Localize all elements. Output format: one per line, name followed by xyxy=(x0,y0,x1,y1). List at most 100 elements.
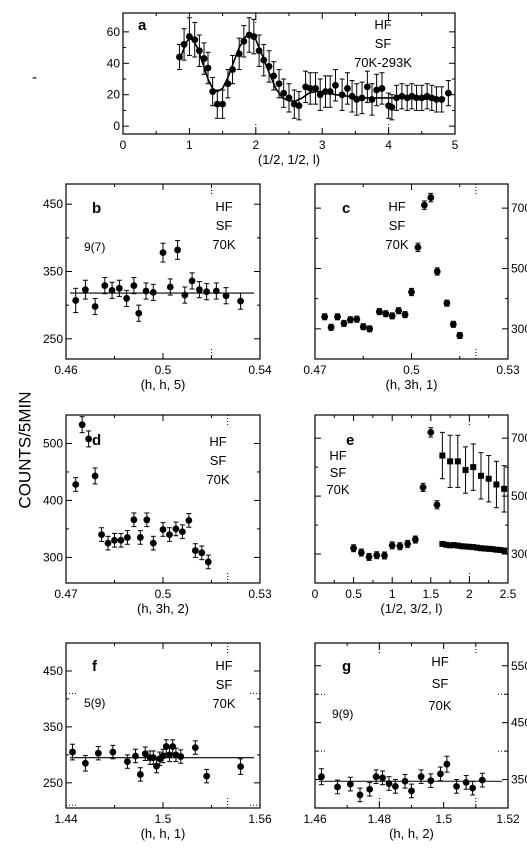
data-point xyxy=(85,435,93,443)
panel-annotation: HF xyxy=(215,658,232,673)
data-point xyxy=(117,536,125,544)
data-point xyxy=(285,94,293,102)
y-tick-label: 350 xyxy=(43,720,63,734)
data-point xyxy=(453,782,460,790)
data-point xyxy=(104,539,112,547)
data-point xyxy=(427,777,435,785)
panel-annotation: 70K xyxy=(212,696,235,711)
data-square xyxy=(450,542,457,549)
data-point xyxy=(456,332,464,339)
data-point xyxy=(237,297,245,305)
y-tick-label: 0 xyxy=(113,119,120,133)
data-point xyxy=(358,94,366,102)
data-point xyxy=(375,308,383,316)
data-point xyxy=(443,299,451,307)
data-square xyxy=(466,543,473,550)
y-axis-label: COUNTS/5MIN xyxy=(15,391,34,508)
x-tick-label: 1.52 xyxy=(496,812,520,826)
data-point xyxy=(72,481,80,488)
data-square xyxy=(454,458,461,465)
data-point xyxy=(209,88,217,95)
data-point xyxy=(312,85,319,92)
x-tick-label: 1.5 xyxy=(435,812,452,826)
y-tick-label: 60 xyxy=(107,25,121,39)
data-square xyxy=(447,458,454,465)
data-square xyxy=(439,452,446,459)
data-square xyxy=(493,546,500,553)
data-point xyxy=(381,552,388,559)
data-square xyxy=(501,485,508,492)
data-point xyxy=(318,773,325,781)
data-point xyxy=(357,549,365,556)
data-point xyxy=(203,772,211,780)
data-point xyxy=(135,309,143,317)
data-point xyxy=(213,100,221,108)
panel-c: 0.47 0.5 0.53 300 500 700 (h, 3h, 1) c HF SF 70K xyxy=(303,183,527,392)
data-point xyxy=(186,33,193,40)
data-square xyxy=(485,545,492,552)
data-point xyxy=(166,531,173,538)
x-tick-label: 0 xyxy=(120,138,127,152)
panel-annotation: SF xyxy=(432,676,449,691)
data-point xyxy=(395,307,403,315)
data-point xyxy=(177,753,185,760)
data-point xyxy=(408,288,415,296)
data-point xyxy=(101,282,109,290)
data-point xyxy=(219,100,227,108)
data-point xyxy=(149,539,157,547)
data-point xyxy=(82,286,89,294)
data-point xyxy=(204,558,212,566)
x-tick-label: 0.54 xyxy=(248,363,272,377)
data-point xyxy=(142,287,150,295)
data-point xyxy=(438,96,446,103)
x-tick-label: 0.53 xyxy=(496,363,520,377)
x-tick-label: 0.5 xyxy=(155,587,172,601)
data-point xyxy=(388,312,396,320)
x-tick-label: 1 xyxy=(186,138,193,152)
y-tick-label: 300 xyxy=(43,550,63,564)
x-tick-label: 0 xyxy=(312,587,319,601)
y-tick-label: 450 xyxy=(511,716,527,730)
data-point xyxy=(346,780,354,788)
data-point xyxy=(388,103,396,111)
data-point xyxy=(162,743,170,750)
data-point xyxy=(344,85,351,92)
panel-frame xyxy=(122,12,456,135)
x-axis-label: (1/2, 3/2, l) xyxy=(380,601,442,616)
panel-annotation: SF xyxy=(210,453,227,468)
data-point xyxy=(255,47,263,55)
data-point xyxy=(418,94,426,102)
x-tick-label: 4 xyxy=(385,138,392,152)
x-tick-label: 1.48 xyxy=(368,812,392,826)
data-point xyxy=(235,50,243,58)
data-point xyxy=(191,36,199,44)
panel-annotation: HF xyxy=(215,199,232,214)
panel-letter: d xyxy=(92,432,101,449)
panel-f: 1.44 1.5 1.56 250 350 450 (h, h, 1) f HF SF 70K 5(9… xyxy=(43,642,272,841)
data-point xyxy=(420,201,428,209)
x-tick-label: 0.46 xyxy=(54,363,78,377)
data-point xyxy=(365,553,373,561)
data-point xyxy=(414,243,422,251)
y-tick-label: 300 xyxy=(511,322,527,336)
data-point xyxy=(159,752,167,760)
panel-letter: g xyxy=(342,658,351,675)
data-point xyxy=(172,525,180,533)
panel-letter: a xyxy=(138,17,147,34)
y-tick-label: 450 xyxy=(43,664,63,678)
x-tick-label: 0.53 xyxy=(248,587,272,601)
data-point xyxy=(229,66,236,73)
data-point xyxy=(237,763,245,771)
panel-annotation: SF xyxy=(375,36,392,51)
panel-annotation: HF xyxy=(329,448,346,463)
panel-annotation: HF xyxy=(431,654,448,669)
data-point xyxy=(280,89,288,97)
data-point xyxy=(180,41,188,48)
x-axis-label: (h, h, 5) xyxy=(141,377,186,392)
data-point xyxy=(212,287,220,295)
data-point xyxy=(334,783,341,791)
data-point xyxy=(179,528,186,536)
data-point xyxy=(332,81,339,89)
data-point xyxy=(191,547,199,554)
panel-b: 0.46 0.5 0.54 250 350 450 (h, h, 5) b HF SF 70K 9(7… xyxy=(43,183,272,392)
